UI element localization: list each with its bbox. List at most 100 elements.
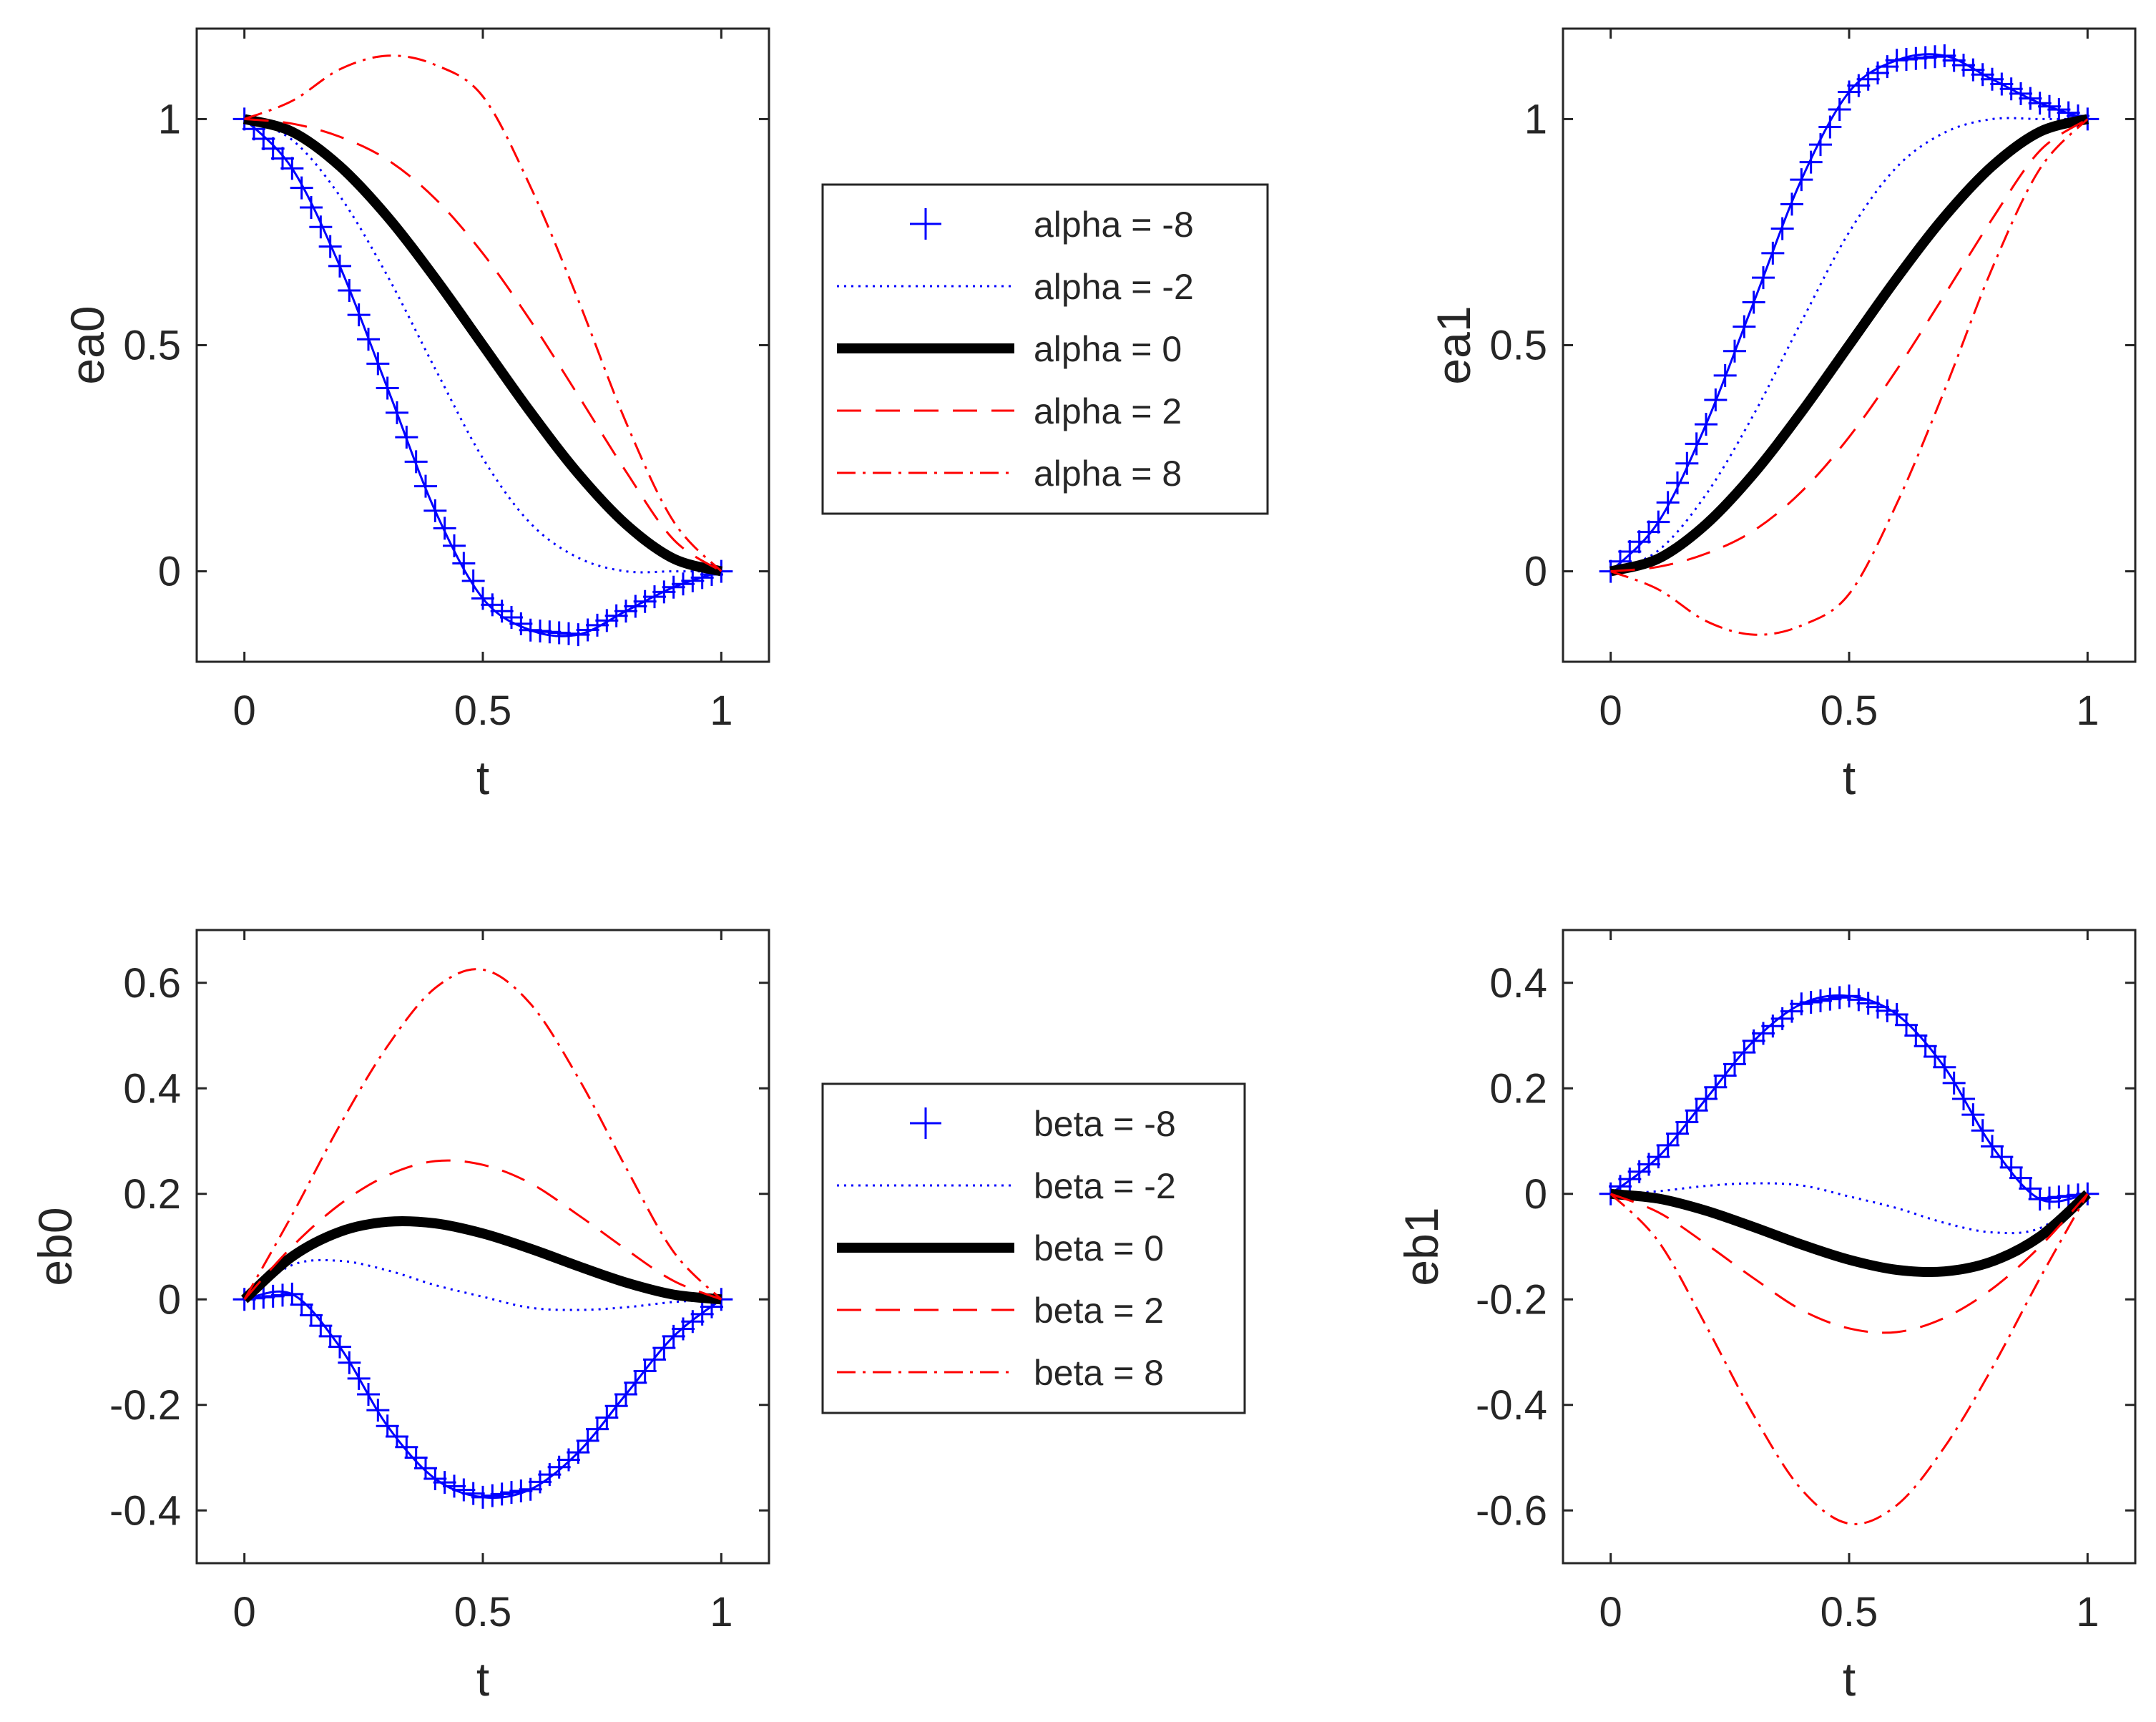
plus-marker: [1790, 992, 1813, 1016]
plus-marker: [1866, 61, 1889, 84]
plus-marker: [1809, 133, 1832, 157]
plus-marker: [652, 580, 676, 604]
plus-marker: [1752, 266, 1775, 290]
chart-eb1: 0 0.5 1 -0.6 -0.4 -0.2 0 0.2 0.4 t eb1: [1395, 929, 2137, 1706]
plus-marker: [1895, 1013, 1918, 1037]
series-line-5: [243, 968, 722, 1301]
series-line-2: [1610, 117, 2088, 572]
chart-ea1: 0 0.5 1 0 0.5 1 t ea1: [1427, 27, 2137, 804]
series-line-3: [1609, 114, 2089, 577]
plus-marker: [1666, 1122, 1689, 1145]
y-axis-label: eb0: [29, 1207, 82, 1286]
legend-label: beta = -2: [1034, 1166, 1176, 1206]
plus-marker: [1618, 540, 1642, 564]
plus-marker: [280, 1282, 304, 1306]
plus-marker: [576, 1429, 599, 1452]
y-tick-label: -0.4: [109, 1487, 181, 1534]
series-line-4: [1610, 118, 2089, 573]
plus-marker: [595, 609, 619, 632]
plus-marker: [576, 618, 599, 642]
y-tick-label: 0.4: [123, 1065, 181, 1112]
y-tick-label: 0: [158, 549, 181, 595]
plus-marker: [643, 1348, 666, 1371]
plus-marker: [1999, 77, 2023, 101]
plus-marker: [1723, 339, 1746, 363]
plus-marker: [414, 1457, 437, 1480]
plus-marker: [633, 1359, 657, 1383]
plus-marker: [1838, 80, 1861, 104]
plus-marker: [1780, 192, 1803, 216]
plus-marker: [662, 575, 685, 599]
plus-marker: [1627, 530, 1651, 554]
legend-label: alpha = -2: [1034, 267, 1194, 307]
plus-marker: [280, 157, 304, 180]
plus-marker: [1761, 241, 1785, 265]
plus-marker: [328, 1335, 351, 1359]
plus-marker: [490, 1482, 514, 1506]
legend-alpha: alpha = -8 alpha = -2 alpha = 0 alpha = 2 al…: [821, 183, 1269, 515]
plus-marker: [567, 1441, 590, 1464]
plus-marker: [1914, 1034, 1937, 1058]
x-tick-label: 0.5: [454, 688, 512, 734]
plus-marker: [1647, 1145, 1670, 1169]
legend-label: beta = -8: [1034, 1104, 1176, 1144]
plus-marker: [624, 595, 647, 618]
y-tick-label: 0.4: [1489, 960, 1547, 1007]
x-tick-label: 0: [233, 1589, 256, 1635]
plus-marker: [1876, 55, 1899, 79]
plus-marker: [1656, 1133, 1680, 1157]
x-tick-label: 1: [710, 688, 732, 734]
plus-marker: [1924, 1045, 1946, 1068]
plus-marker: [414, 474, 437, 498]
plus-marker: [614, 600, 637, 623]
plus-marker: [1675, 451, 1699, 475]
plus-marker: [1647, 510, 1670, 534]
plus-marker: [1942, 1071, 1966, 1095]
y-axis-label: eb1: [1395, 1207, 1448, 1286]
plus-marker: [395, 1435, 418, 1459]
y-tick-label: 0.2: [123, 1171, 181, 1218]
plus-marker: [471, 1485, 494, 1509]
x-axis-label: t: [476, 751, 489, 804]
plus-marker: [1904, 1024, 1928, 1047]
plus-marker: [1856, 67, 1880, 91]
plus-marker: [509, 1479, 533, 1502]
plus-marker: [386, 1425, 408, 1448]
plus-marker: [328, 254, 351, 278]
y-tick-label: 0.5: [123, 323, 181, 369]
plus-marker: [1799, 150, 1823, 174]
series-group: [232, 968, 733, 1509]
plus-marker: [490, 600, 514, 623]
plus-marker: [1695, 413, 1718, 436]
plus-marker: [2047, 98, 2071, 122]
legend-label: alpha = 2: [1034, 391, 1182, 431]
x-tick-label: 0.5: [1821, 688, 1878, 734]
x-tick-label: 0: [233, 688, 256, 734]
plus-marker: [586, 1417, 609, 1441]
plus-marker: [1799, 991, 1823, 1014]
x-axis-label: t: [1843, 1653, 1856, 1706]
plus-marker: [357, 328, 380, 351]
x-tick-label: 0: [1599, 1589, 1622, 1635]
plus-marker: [643, 585, 666, 609]
plus-marker: [1790, 168, 1813, 192]
plus-marker: [1666, 471, 1689, 495]
plus-marker: [1971, 1119, 1994, 1143]
plus-marker: [567, 623, 590, 647]
plus-marker: [500, 1481, 523, 1505]
y-tick-label: -0.6: [1476, 1487, 1547, 1534]
series-line-5: [1610, 118, 2089, 636]
y-tick-label: 0: [1524, 549, 1547, 595]
y-tick-label: 0: [1524, 1171, 1547, 1218]
legend-marker: [910, 208, 941, 240]
plus-marker: [376, 1414, 399, 1438]
plus-marker: [338, 279, 361, 303]
plus-marker: [1704, 388, 1728, 411]
plus-marker: [1933, 44, 1956, 67]
plus-marker: [290, 176, 313, 200]
plus-marker: [481, 1484, 504, 1507]
plus-marker: [347, 1366, 371, 1390]
chart-ea0: 0 0.5 1 0 0.5 1 t ea0: [61, 27, 770, 804]
plus-marker: [1856, 992, 1880, 1015]
plus-marker: [433, 517, 456, 540]
